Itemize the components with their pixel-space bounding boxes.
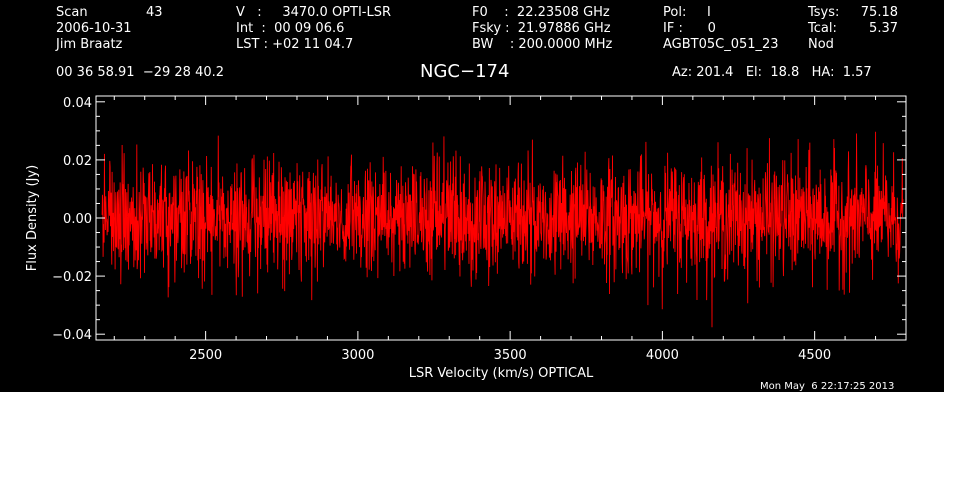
source-coordinates: 00 36 58.91 −29 28 40.2 [56,65,225,80]
x-tick-label: 4000 [646,348,679,363]
spectrum-trace [101,131,904,328]
nod-label: Nod [808,37,834,52]
f0-info: F0 : 22.23508 GHz [472,5,610,20]
x-tick-label: 4500 [798,348,831,363]
bw-info: BW : 200.0000 MHz [472,37,613,52]
tcal-label: Tcal: [808,21,837,36]
x-tick-label: 3500 [494,348,527,363]
tsys-label: Tsys: [808,5,840,20]
x-axis-label: LSR Velocity (km/s) OPTICAL [409,366,594,381]
x-tick-label: 3000 [341,348,374,363]
tcal-value: 5.37 [869,21,898,36]
scan-number: 43 [146,5,163,20]
y-tick-label: 0.04 [63,96,92,111]
y-tick-label: −0.02 [52,270,92,285]
obs-date: 2006-10-31 [56,21,132,36]
spectrum-trace-layer [101,131,904,328]
az-el-ha-info: Az: 201.4 El: 18.8 HA: 1.57 [672,65,872,80]
tick-layer: 2500 3000 3500 4000 4500 0.04 0.02 0.00 −0.02 −0.… [52,96,907,363]
x-tick-label: 2500 [189,348,222,363]
lst-info: LST : +02 11 04.7 [236,37,354,52]
project-info: AGBT05C_051_23 [663,37,779,52]
int-time-info: Int : 00 09 06.6 [236,21,345,36]
observer-name: Jim Braatz [56,37,123,52]
fsky-info: Fsky : 21.97886 GHz [472,21,611,36]
tsys-value: 75.18 [860,5,898,20]
plot-timestamp: Mon May 6 22:17:25 2013 [760,381,895,392]
y-tick-label: 0.02 [63,154,92,169]
velocity-info: V : 3470.0 OPTI-LSR [236,5,392,20]
spectrum-chart: 2500 3000 3500 4000 4500 0.04 0.02 0.00 −0.02 −0.… [25,95,907,381]
scan-label: Scan [56,5,88,20]
y-tick-label: 0.00 [63,212,92,227]
y-axis-label: Flux Density (Jy) [25,165,40,271]
pol-info: Pol: I [663,5,711,20]
if-info: IF : 0 [663,21,716,36]
y-tick-label: −0.04 [52,328,92,343]
chart-title: NGC−174 [420,61,510,82]
